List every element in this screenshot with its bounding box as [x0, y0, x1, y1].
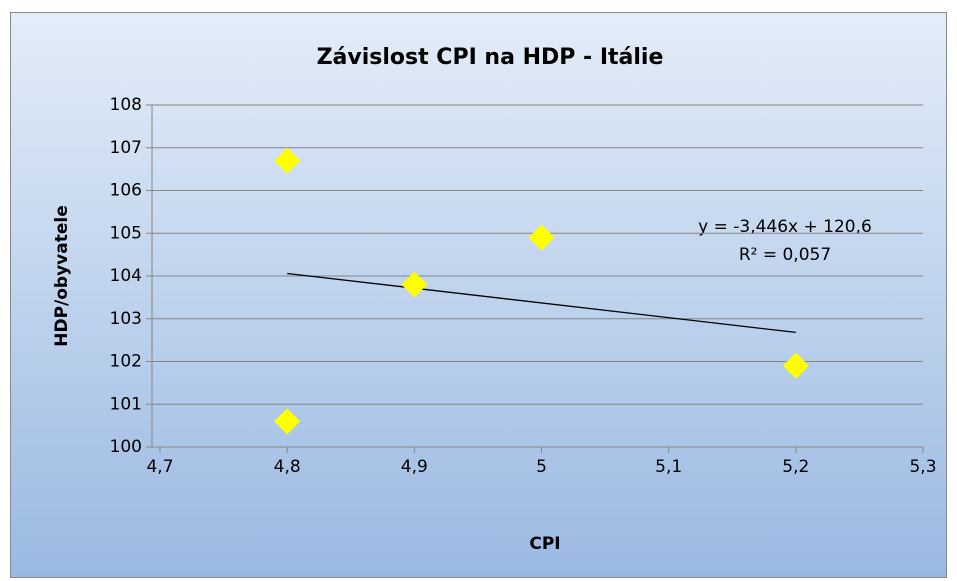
- x-tick-label: 5: [536, 457, 547, 477]
- x-tick-label: 5,1: [655, 457, 682, 477]
- data-point: [274, 147, 301, 174]
- y-tick-label: 108: [110, 95, 142, 115]
- data-point: [528, 224, 555, 251]
- y-tick-label: 106: [110, 181, 142, 201]
- y-tick-label: 101: [110, 394, 142, 414]
- trendline-equation: y = -3,446x + 120,6: [698, 217, 872, 237]
- y-tick-label: 107: [110, 138, 142, 158]
- x-tick-label: 5,3: [909, 457, 936, 477]
- data-point: [782, 352, 809, 379]
- y-tick-label: 104: [110, 266, 142, 286]
- x-axis-title: CPI: [529, 534, 560, 554]
- y-tick-label: 103: [110, 309, 142, 329]
- x-tick-label: 4,9: [401, 457, 428, 477]
- y-tick-label: 105: [110, 223, 142, 243]
- y-axis-title: HDP/obyvatele: [52, 205, 72, 347]
- y-tick-label: 100: [110, 437, 142, 457]
- trendline-r2: R² = 0,057: [739, 245, 831, 265]
- x-tick-label: 5,2: [782, 457, 809, 477]
- chart-title: Závislost CPI na HDP - Itálie: [317, 45, 664, 70]
- trendline: [287, 272, 796, 334]
- y-tick-label: 102: [110, 352, 142, 372]
- data-point: [401, 271, 428, 298]
- x-tick-label: 4,7: [146, 457, 173, 477]
- x-tick-label: 4,8: [274, 457, 301, 477]
- data-point: [274, 408, 301, 435]
